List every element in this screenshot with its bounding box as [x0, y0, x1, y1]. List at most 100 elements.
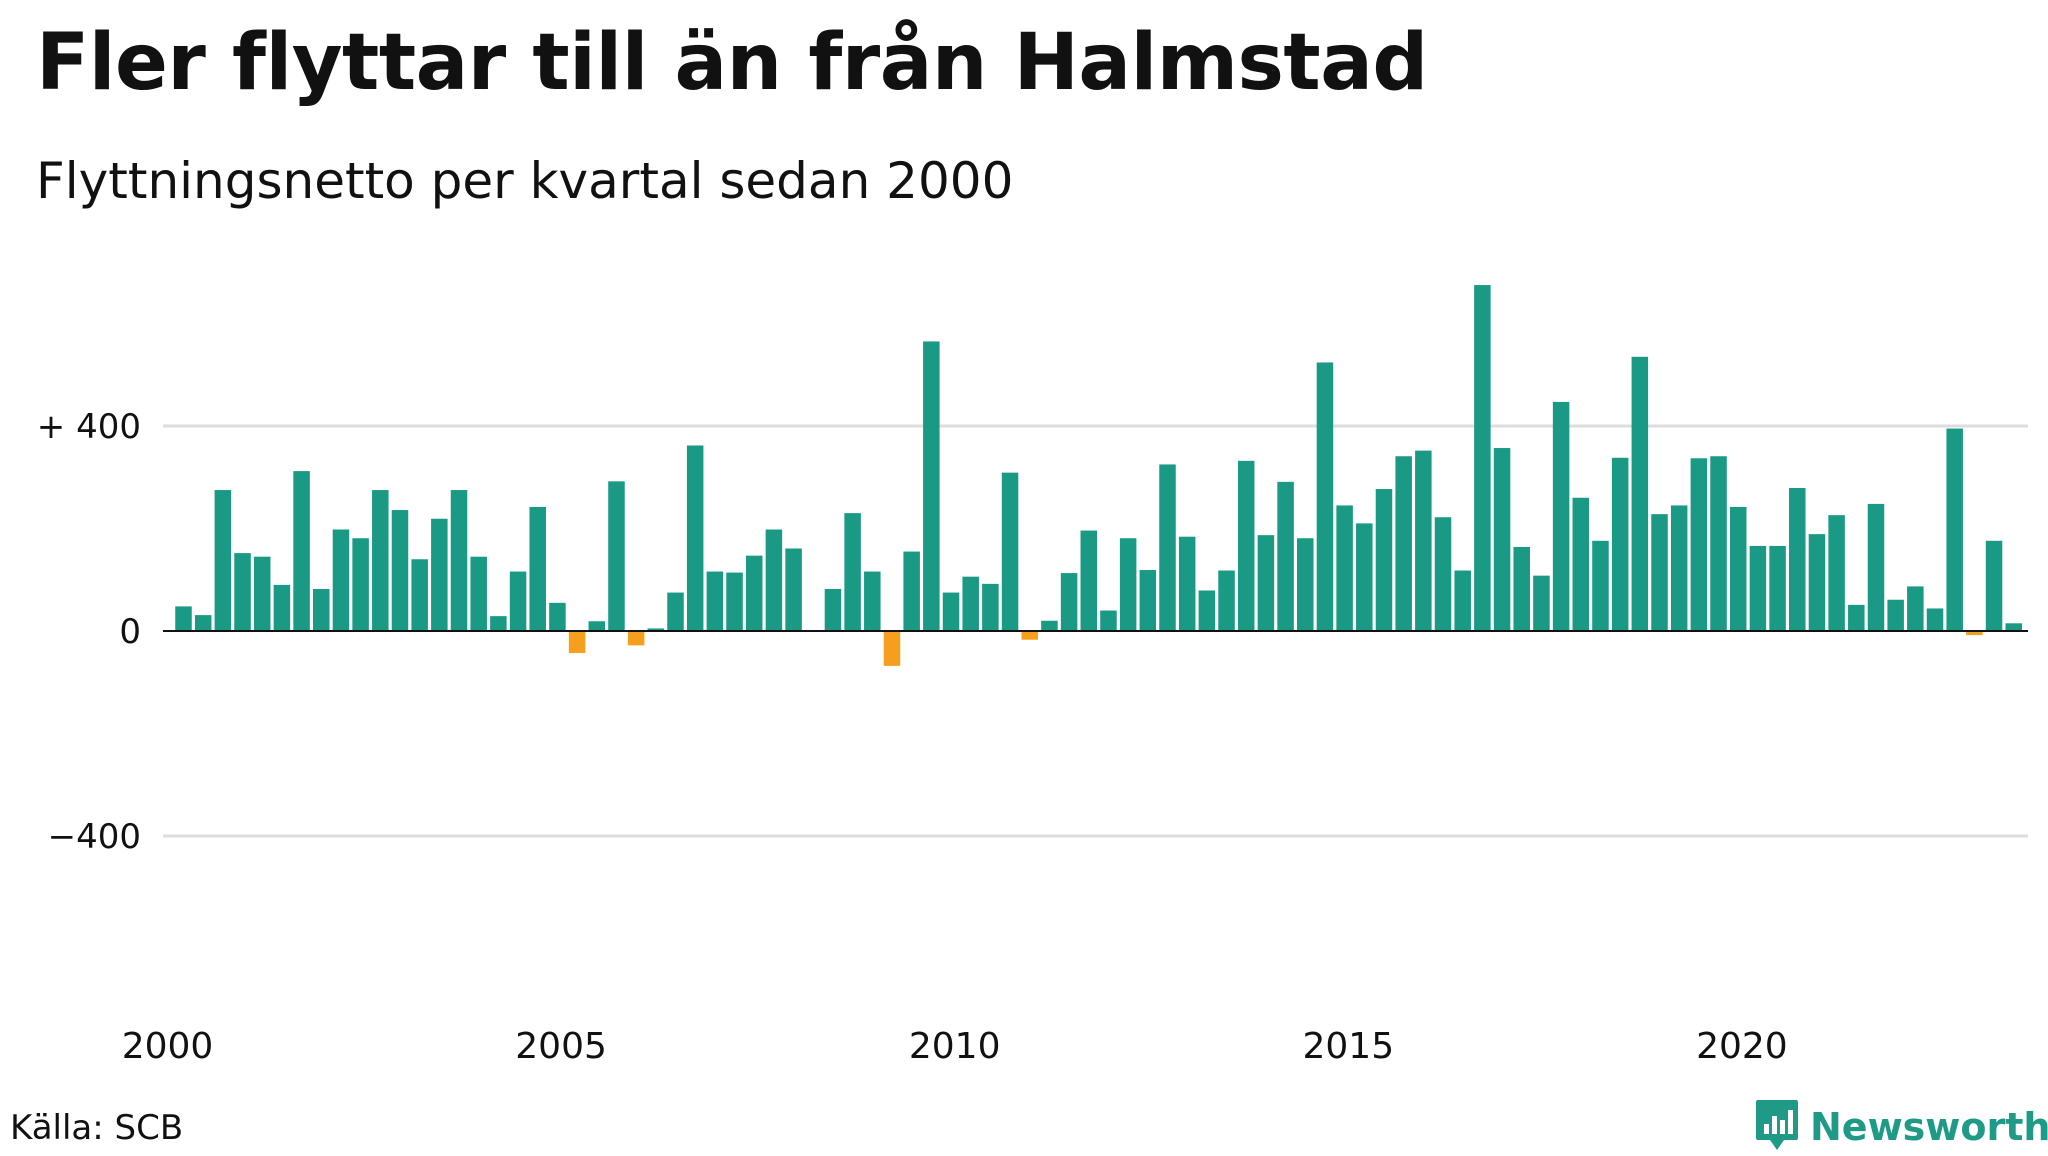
- bar-2022Q1: [1907, 586, 1924, 631]
- bar-2006Q1: [647, 628, 665, 631]
- bar-2014Q2: [1297, 538, 1314, 631]
- bar-2003Q3: [450, 490, 468, 631]
- bar-2021Q3: [1867, 503, 1885, 631]
- bar-chart: + 400 0 −400 2000 2005 2010 2015 2020: [37, 285, 2028, 1067]
- bar-2007Q1: [726, 572, 743, 631]
- bar-2018Q3: [1631, 356, 1649, 631]
- bar-2009Q1: [883, 631, 901, 666]
- bar-2006Q3: [686, 445, 704, 631]
- bar-2020Q4: [1808, 534, 1826, 631]
- bar-2006Q2: [667, 592, 684, 631]
- bar-2003Q2: [431, 518, 448, 631]
- bar-2004Q3: [529, 506, 546, 631]
- bar-2015Q4: [1415, 450, 1432, 631]
- bar-2011Q3: [1080, 530, 1098, 631]
- bar-2016Q4: [1493, 448, 1511, 631]
- bar-2021Q1: [1828, 515, 1845, 631]
- bar-2018Q4: [1651, 514, 1668, 631]
- bar-2011Q1: [1041, 620, 1058, 631]
- bar-2005Q4: [627, 631, 645, 646]
- bar-2015Q3: [1395, 456, 1412, 631]
- bar-2017Q4: [1572, 497, 1590, 631]
- bar-2007Q4: [785, 548, 802, 631]
- bar-2023Q2: [2005, 623, 2022, 631]
- x-tick-label: 2005: [515, 1026, 607, 1067]
- bar-2014Q1: [1277, 481, 1294, 631]
- brand-name: Newsworthy: [1810, 1105, 2048, 1149]
- bar-2003Q1: [411, 559, 428, 631]
- bar-2019Q1: [1670, 505, 1688, 631]
- bar-2017Q2: [1533, 575, 1550, 631]
- newsworthy-logo-icon: [1754, 1098, 1800, 1156]
- bar-2014Q4: [1336, 505, 1353, 631]
- bar-2001Q2: [273, 584, 291, 631]
- bar-2013Q4: [1257, 535, 1275, 631]
- bar-2021Q4: [1887, 599, 1904, 631]
- bar-2010Q2: [982, 583, 999, 631]
- bar-2002Q3: [372, 490, 389, 631]
- bar-2005Q2: [588, 621, 606, 631]
- bar-2004Q1: [490, 616, 507, 631]
- bar-2002Q2: [352, 538, 369, 631]
- bar-2006Q4: [706, 571, 724, 631]
- bar-2019Q4: [1729, 506, 1747, 631]
- bar-2011Q4: [1100, 610, 1117, 631]
- bar-2007Q2: [745, 555, 763, 631]
- bar-2015Q2: [1375, 489, 1393, 631]
- x-tick-label: 2010: [909, 1026, 1001, 1067]
- bar-2001Q3: [293, 471, 310, 631]
- bar-2008Q2: [824, 588, 842, 631]
- bar-2020Q3: [1789, 488, 1806, 631]
- bar-2012Q4: [1178, 536, 1196, 631]
- bar-2005Q3: [608, 481, 625, 631]
- bar-2023Q1: [1985, 540, 2003, 631]
- gridlines: [163, 424, 2028, 838]
- chart-subtitle: Flyttningsnetto per kvartal sedan 2000: [36, 152, 1014, 210]
- bar-2008Q3: [844, 513, 861, 631]
- bar-2000Q3: [214, 490, 232, 631]
- brand-logo[interactable]: Newsworthy: [1754, 1098, 2048, 1156]
- bar-2020Q1: [1749, 545, 1767, 631]
- bar-2010Q3: [1001, 472, 1019, 631]
- bar-2018Q1: [1592, 540, 1609, 631]
- bar-2000Q1: [175, 606, 192, 631]
- bars: [175, 285, 2022, 666]
- bar-2001Q4: [313, 588, 330, 631]
- bar-2000Q4: [234, 553, 251, 631]
- y-tick-label: + 400: [37, 407, 141, 447]
- y-axis-ticks: + 400 0 −400: [37, 407, 141, 857]
- bar-2020Q2: [1769, 545, 1786, 631]
- bar-2018Q2: [1611, 457, 1629, 631]
- bar-2015Q1: [1356, 523, 1373, 631]
- bar-2022Q4: [1966, 631, 1983, 636]
- bar-2021Q2: [1848, 604, 1865, 631]
- bar-2012Q3: [1159, 464, 1176, 631]
- bar-2016Q1: [1434, 517, 1452, 631]
- bar-2013Q1: [1198, 590, 1216, 631]
- y-tick-label: −400: [48, 817, 141, 857]
- bar-2016Q2: [1454, 570, 1471, 631]
- y-tick-label: 0: [119, 612, 141, 652]
- bar-2000Q2: [194, 615, 212, 631]
- bar-2010Q4: [1021, 631, 1038, 640]
- bar-2014Q3: [1316, 362, 1334, 631]
- x-axis-ticks: 2000 2005 2010 2015 2020: [122, 1026, 1788, 1067]
- bar-2004Q4: [549, 602, 566, 631]
- x-tick-label: 2015: [1302, 1026, 1394, 1067]
- bar-2022Q2: [1926, 608, 1944, 631]
- source-note: Källa: SCB: [10, 1108, 184, 1148]
- bar-2019Q2: [1690, 458, 1708, 631]
- x-tick-label: 2020: [1696, 1026, 1788, 1067]
- bar-2010Q1: [962, 576, 979, 631]
- bar-2001Q1: [253, 556, 271, 631]
- bar-2012Q1: [1119, 538, 1137, 631]
- x-tick-label: 2000: [122, 1026, 214, 1067]
- bar-2008Q4: [864, 571, 881, 631]
- bar-2002Q1: [332, 529, 350, 631]
- bar-2009Q3: [923, 341, 940, 631]
- bar-2009Q2: [903, 551, 920, 631]
- bar-2005Q1: [568, 631, 586, 654]
- bar-2017Q3: [1552, 401, 1570, 631]
- bar-2004Q2: [509, 571, 527, 631]
- bar-2019Q3: [1710, 456, 1727, 631]
